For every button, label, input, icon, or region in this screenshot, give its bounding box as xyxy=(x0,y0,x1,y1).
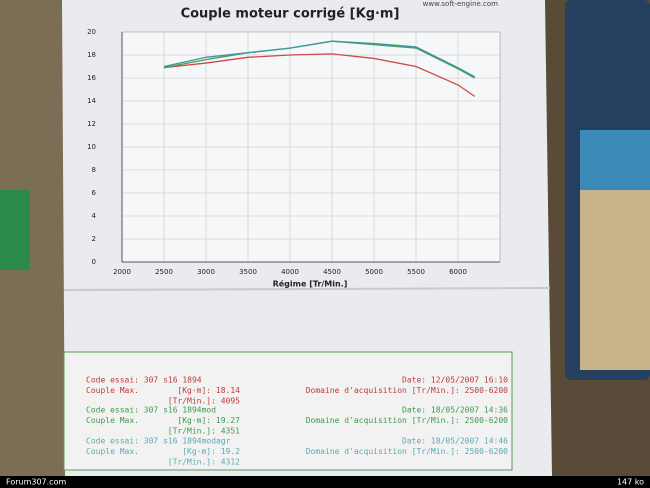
x-tick-label: 4000 xyxy=(281,268,299,276)
y-tick-label: 6 xyxy=(92,189,97,197)
y-tick-label: 8 xyxy=(92,166,96,174)
x-axis-label: Régime [Tr/Min.] xyxy=(273,279,348,289)
test-date: Date: 18/05/2007 14:36 xyxy=(402,406,508,415)
poster-sea xyxy=(580,130,650,190)
chart-title: Couple moteur corrigé [Kg·m] xyxy=(181,7,400,22)
footer-size: 147 ko xyxy=(617,478,644,487)
couple-max: [Kg·m]: 18.14 xyxy=(177,386,240,395)
footer-site: Forum307.com xyxy=(6,478,66,487)
footer-bar xyxy=(0,476,650,488)
x-tick-label: 3500 xyxy=(239,268,257,276)
x-tick-label: 5000 xyxy=(365,268,383,276)
couple-label: Couple Max. xyxy=(86,447,139,456)
x-tick-label: 2000 xyxy=(113,268,131,276)
couple-rpm: [Tr/Min.]: 4312 xyxy=(168,458,240,467)
poster-sand xyxy=(580,190,650,370)
acquisition-range: Domaine d'acquisition [Tr/Min.]: 2500-62… xyxy=(306,386,508,395)
couple-max: [Kg·m]: 19.27 xyxy=(177,416,240,425)
couple-label: Couple Max. xyxy=(86,386,139,395)
y-tick-label: 10 xyxy=(87,143,96,151)
couple-rpm: [Tr/Min.]: 4095 xyxy=(168,397,240,406)
couple-max: [Kg·m]: 19.2 xyxy=(182,447,240,456)
acquisition-range: Domaine d'acquisition [Tr/Min.]: 2500-62… xyxy=(306,416,508,425)
source: www.soft-engine.com xyxy=(423,0,499,8)
torque-line xyxy=(163,40,476,78)
x-tick-label: 5500 xyxy=(407,268,425,276)
y-tick-label: 14 xyxy=(87,97,96,105)
test-date: Date: 18/05/2007 14:46 xyxy=(402,437,508,446)
test-code: Code essai: 307 s16 1894modagr xyxy=(86,437,231,446)
y-tick-label: 2 xyxy=(92,235,96,243)
x-tick-label: 2500 xyxy=(155,268,173,276)
y-tick-label: 16 xyxy=(87,74,96,82)
couple-label: Couple Max. xyxy=(86,416,139,425)
y-tick-label: 12 xyxy=(87,120,96,128)
couple-rpm: [Tr/Min.]: 4351 xyxy=(168,427,240,436)
y-tick-label: 0 xyxy=(92,258,96,266)
results-box xyxy=(63,351,513,471)
y-tick-label: 20 xyxy=(87,28,96,36)
test-code: Code essai: 307 s16 1894mod xyxy=(86,406,216,415)
fold xyxy=(63,287,551,291)
y-tick-label: 18 xyxy=(87,51,96,59)
green-object xyxy=(0,190,30,270)
acquisition-range: Domaine d'acquisition [Tr/Min.]: 2500-62… xyxy=(306,447,508,456)
x-tick-label: 3000 xyxy=(197,268,215,276)
x-tick-label: 4500 xyxy=(323,268,341,276)
x-tick-label: 6000 xyxy=(449,268,467,276)
y-tick-label: 4 xyxy=(92,212,97,220)
test-date: Date: 12/05/2007 16:10 xyxy=(402,376,508,385)
test-code: Code essai: 307 s16 1894 xyxy=(86,376,202,385)
torque-line xyxy=(163,53,476,97)
